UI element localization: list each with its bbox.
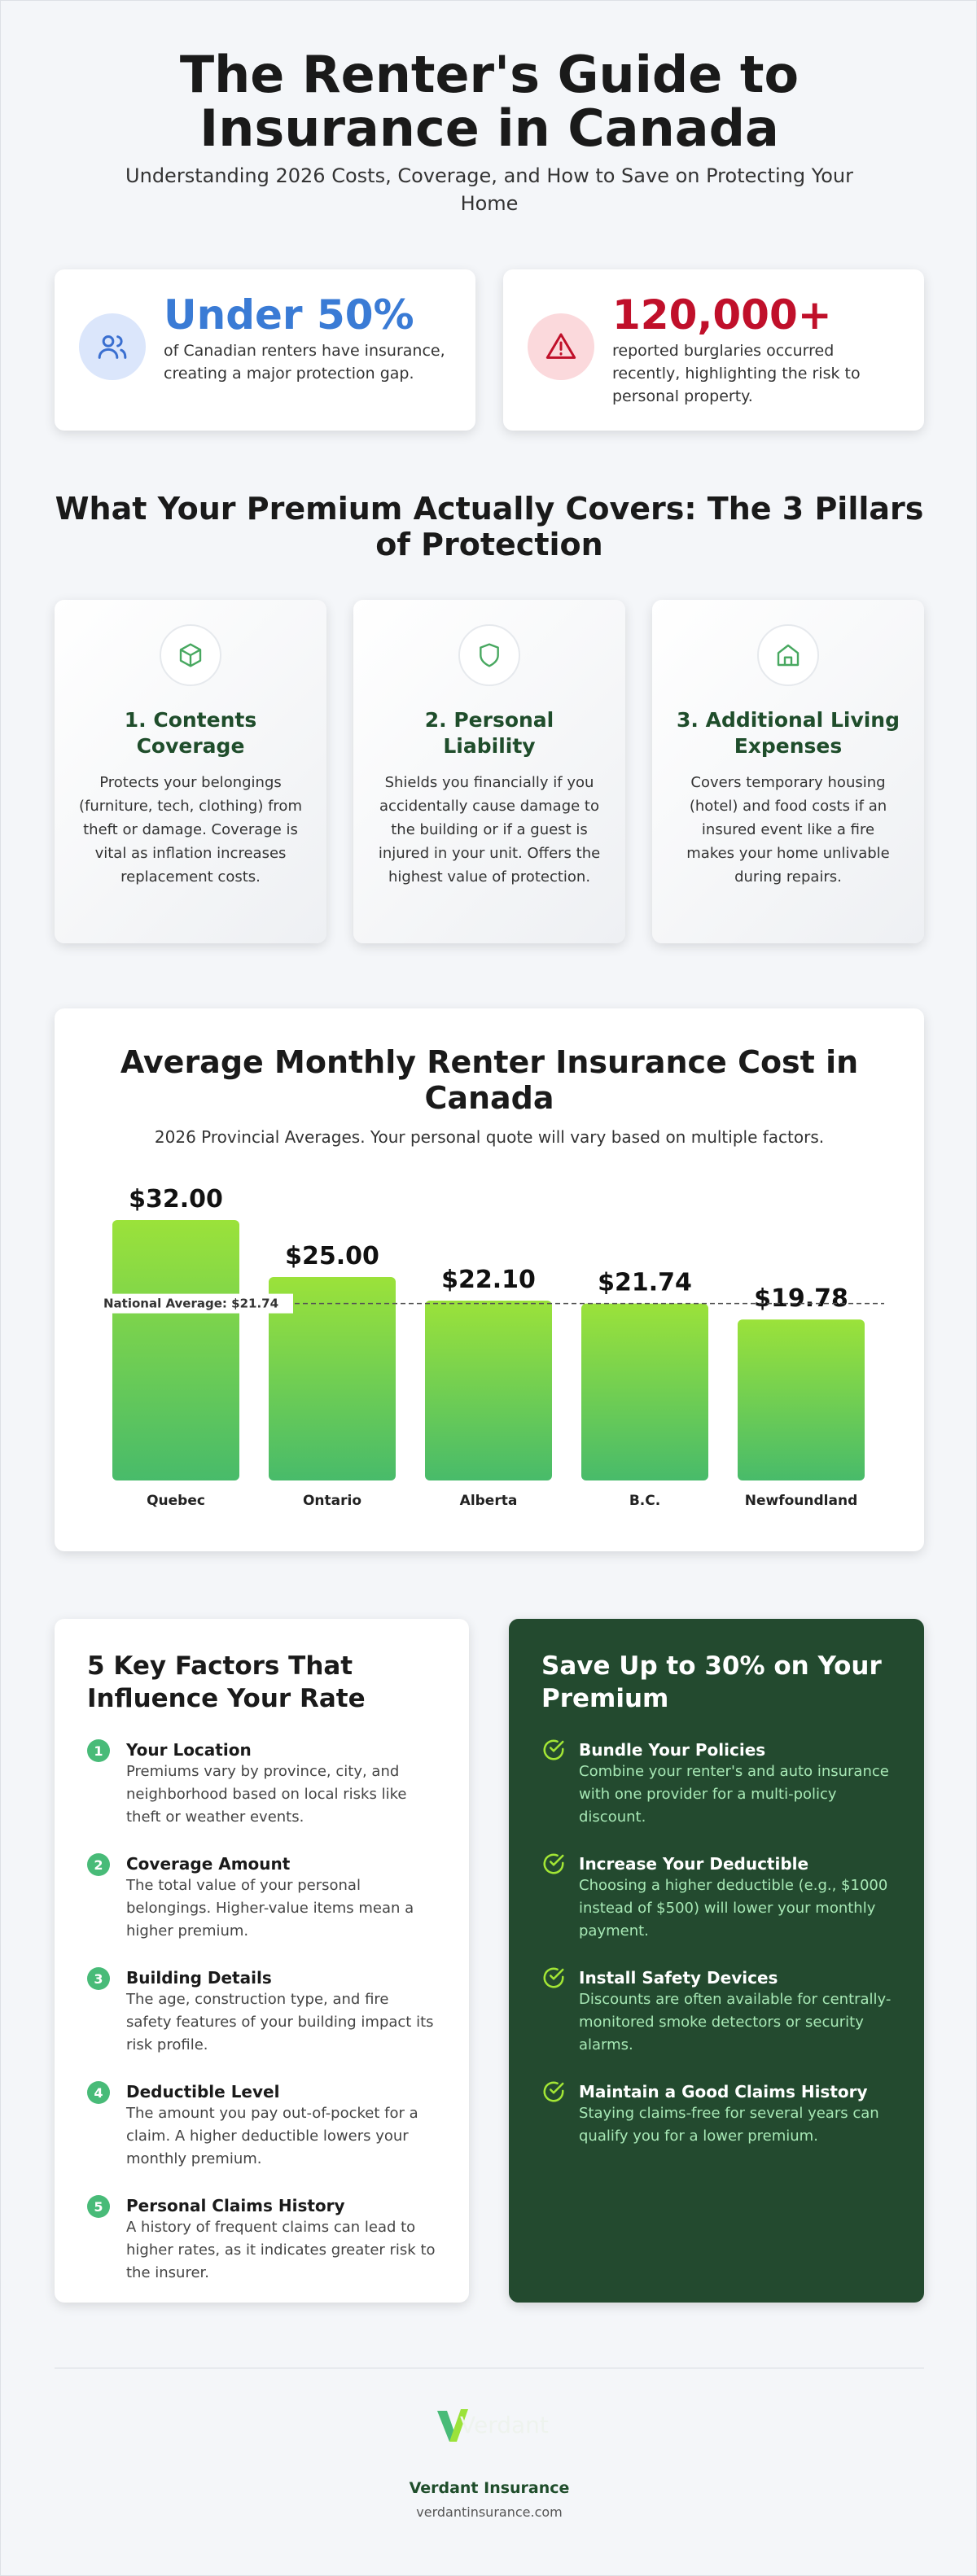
pillar-text: Shields you financially if you accidenta…: [378, 774, 601, 886]
factor-text: A history of frequent claims can lead to…: [126, 2219, 436, 2281]
factor-number: 5: [87, 2195, 110, 2218]
value-label: $19.78: [754, 1284, 848, 1313]
savings-title: Save Up to 30% on Your Premium: [541, 1651, 882, 1713]
factor-text: Premiums vary by province, city, and nei…: [126, 1763, 407, 1826]
pillar-title: 1. Contents Coverage: [124, 708, 257, 758]
stat-value: 120,000+: [612, 291, 832, 339]
factor-number: 3: [87, 1967, 110, 1990]
factor-body: Personal Claims History A history of freq…: [126, 2195, 436, 2285]
factor-body: Deductible Level The amount you pay out-o…: [126, 2081, 436, 2171]
saving-title: Maintain a Good Claims History: [579, 2082, 868, 2101]
factors-title: 5 Key Factors That Influence Your Rate: [87, 1651, 366, 1713]
chart-title: Average Monthly Renter Insurance Cost in…: [120, 1044, 859, 1116]
pillar-text: Protects your belongings (furniture, tec…: [79, 774, 302, 886]
pillar-card: 1. Contents Coverage Protects your belon…: [55, 600, 326, 943]
x-tick-label: Newfoundland: [745, 1493, 857, 1509]
chart-card: Average Monthly Renter Insurance Cost in…: [55, 1008, 924, 1551]
footer-company: Verdant Insurance: [409, 2479, 570, 2497]
factors-card: 5 Key Factors That Influence Your Rate 1…: [55, 1619, 469, 2303]
value-label: $25.00: [285, 1242, 379, 1271]
chart: $32.00 Quebec $25.00 Ontario $22.10 Alberta $2…: [99, 1185, 884, 1509]
check-icon: [541, 1966, 566, 2057]
saving-item: Install Safety Devices Discounts are ofte…: [541, 1967, 892, 2057]
logo-mark: [437, 2409, 468, 2442]
pillar-icon: [160, 624, 221, 686]
value-label: $21.74: [598, 1269, 692, 1297]
factor-item: 2 Coverage Amount The total value of your …: [87, 1853, 436, 1943]
stat-value: Under 50%: [164, 291, 414, 339]
pillar-text: Covers temporary housing (hotel) and foo…: [686, 774, 890, 886]
factor-title: Coverage Amount: [126, 1854, 291, 1874]
value-label: $32.00: [129, 1185, 223, 1214]
saving-item: Increase Your Deductible Choosing a highe…: [541, 1853, 892, 1943]
factor-item: 4 Deductible Level The amount you pay out-…: [87, 2081, 436, 2171]
value-label: $22.10: [441, 1266, 536, 1294]
bar: [425, 1301, 552, 1480]
check-icon: [541, 1852, 566, 1943]
pillar-card: 2. Personal Liability Shields you financ…: [353, 600, 625, 943]
factor-number: 2: [87, 1853, 110, 1876]
pillar-title: 3. Additional Living Expenses: [677, 708, 900, 758]
factor-title: Deductible Level: [126, 2082, 280, 2101]
saving-body: Maintain a Good Claims History Staying cl…: [579, 2081, 892, 2148]
chart-subtitle: 2026 Provincial Averages. Your personal …: [154, 1127, 825, 1147]
factor-body: Your Location Premiums vary by province, …: [126, 1739, 436, 1829]
factor-title: Personal Claims History: [126, 2196, 345, 2215]
saving-text: Staying claims-free for several years ca…: [579, 2105, 879, 2145]
section-title: What Your Premium Actually Covers: The 3…: [55, 491, 924, 562]
saving-text: Discounts are often available for centra…: [579, 1991, 892, 2053]
saving-body: Install Safety Devices Discounts are ofte…: [579, 1967, 892, 2057]
stat-text: of Canadian renters have insurance, crea…: [164, 342, 445, 383]
reference-label: National Average: $21.74: [103, 1297, 278, 1311]
logo-text: Verdant: [460, 2411, 549, 2438]
page-title: The Renter's Guide to Insurance in Canad…: [179, 45, 800, 158]
saving-body: Increase Your Deductible Choosing a highe…: [579, 1853, 892, 1943]
check-icon: [541, 1738, 566, 1829]
x-tick-label: Alberta: [460, 1493, 518, 1509]
factor-title: Your Location: [126, 1740, 252, 1760]
savings-card: Save Up to 30% on Your Premium Bundle Yo…: [509, 1619, 924, 2303]
pillar-title: 2. Personal Liability: [424, 708, 554, 758]
saving-title: Increase Your Deductible: [579, 1854, 809, 1874]
stat-card: Under 50% of Canadian renters have insur…: [55, 269, 475, 431]
stat-icon: [528, 313, 594, 380]
pillar-icon: [757, 624, 819, 686]
saving-title: Bundle Your Policies: [579, 1740, 766, 1760]
stat-card: 120,000+ reported burglaries occurred re…: [503, 269, 924, 431]
footer-logo: Verdant: [432, 2402, 563, 2447]
factor-item: 1 Your Location Premiums vary by province,…: [87, 1739, 436, 1829]
saving-item: Maintain a Good Claims History Staying cl…: [541, 2081, 892, 2148]
bar: [112, 1220, 239, 1480]
factor-text: The age, construction type, and fire saf…: [126, 1991, 434, 2053]
saving-item: Bundle Your Policies Combine your renter'…: [541, 1739, 892, 1829]
saving-title: Install Safety Devices: [579, 1968, 778, 1988]
page-subtitle: Understanding 2026 Costs, Coverage, and …: [125, 164, 853, 215]
factor-item: 3 Building Details The age, construction t…: [87, 1967, 436, 2057]
x-tick-label: Ontario: [303, 1493, 361, 1509]
saving-text: Choosing a higher deductible (e.g., $100…: [579, 1877, 888, 1940]
check-icon: [541, 2080, 566, 2148]
bar: [738, 1319, 865, 1480]
footer-url: verdantinsurance.com: [416, 2504, 563, 2520]
factor-text: The amount you pay out-of-pocket for a c…: [126, 2105, 418, 2167]
saving-text: Combine your renter's and auto insurance…: [579, 1763, 889, 1826]
pillar-icon: [458, 624, 520, 686]
factor-title: Building Details: [126, 1968, 272, 1988]
factor-body: Coverage Amount The total value of your p…: [126, 1853, 436, 1943]
factor-text: The total value of your personal belongi…: [126, 1877, 414, 1940]
saving-body: Bundle Your Policies Combine your renter'…: [579, 1739, 892, 1829]
stat-icon: [79, 313, 146, 380]
bar: [581, 1303, 708, 1480]
factor-body: Building Details The age, construction ty…: [126, 1967, 436, 2057]
pillar-card: 3. Additional Living Expenses Covers tem…: [652, 600, 924, 943]
reference-label-bg: [99, 1293, 293, 1314]
factor-number: 1: [87, 1739, 110, 1762]
x-tick-label: B.C.: [629, 1493, 660, 1509]
factor-number: 4: [87, 2081, 110, 2104]
stat-text: reported burglaries occurred recently, h…: [612, 342, 861, 405]
bar: [269, 1277, 396, 1480]
factor-item: 5 Personal Claims History A history of fre…: [87, 2195, 436, 2285]
x-tick-label: Quebec: [147, 1493, 205, 1509]
